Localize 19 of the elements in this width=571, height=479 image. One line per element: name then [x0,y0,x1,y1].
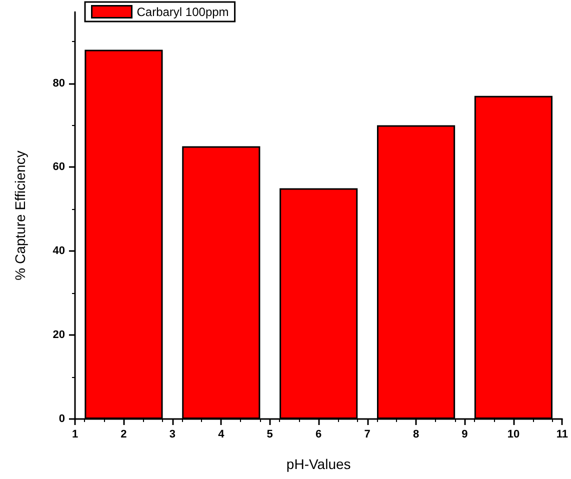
x-tick-label: 2 [120,428,127,440]
y-tick-label: 20 [52,329,65,342]
y-axis-title: % Capture Efficiency [12,150,28,280]
y-tick-label: 40 [52,245,65,258]
legend-label: Carbaryl 100ppm [136,4,229,19]
x-tick-label: 1 [72,428,78,440]
x-axis-title: pH-Values [286,456,351,472]
x-tick-label: 6 [316,428,322,440]
x-tick-label: 10 [507,428,520,440]
x-tick-label: 9 [462,428,468,440]
x-tick-label: 7 [364,428,370,440]
x-tick-label: 8 [412,428,420,440]
y-tick-label: 80 [52,77,65,90]
y-tick-label: 0 [58,413,65,425]
x-tick-label: 5 [266,428,273,440]
x-tick-label: 3 [169,428,176,440]
y-tick-label: 60 [52,161,65,174]
x-tick-label: 11 [556,428,568,440]
x-tick-label: 4 [218,428,226,440]
